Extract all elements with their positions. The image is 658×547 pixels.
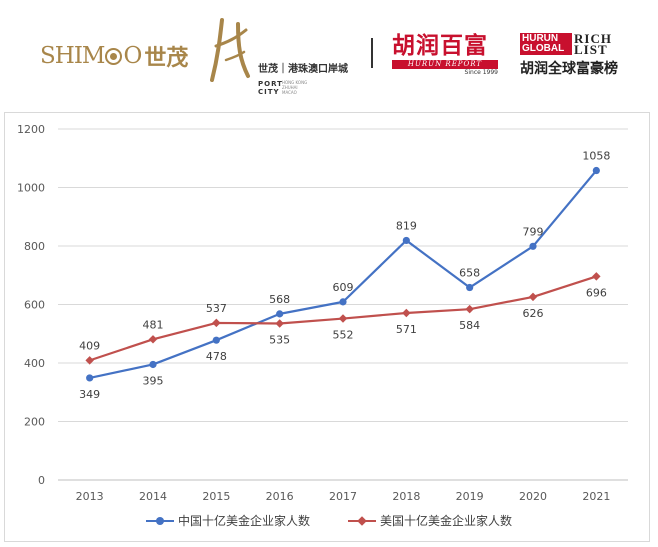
hurun-global-text: HURUN GLOBAL — [522, 33, 565, 54]
series-line-china — [89, 169, 598, 379]
data-label-china: 478 — [206, 350, 227, 363]
x-tick-label: 2017 — [329, 490, 357, 503]
x-tick-label: 2015 — [202, 490, 230, 503]
y-tick-label: 1000 — [17, 182, 45, 195]
port-city-english-name: PORT CITY — [258, 80, 283, 96]
hurun-since: Since 1999 — [464, 69, 498, 76]
data-point-china — [276, 310, 284, 318]
chart-legend: 中国十亿美金企业家人数 美国十亿美金企业家人数 — [0, 512, 658, 529]
data-label-us: 626 — [523, 307, 544, 320]
hurun-global-rich-list-logo: HURUN GLOBAL RICH LIST 胡润全球富豪榜 — [520, 31, 624, 77]
x-tick-label: 2016 — [266, 490, 294, 503]
port-city-subtitle: HONG KONG ZHUHAI MACAO — [282, 80, 308, 95]
x-tick-label: 2020 — [519, 490, 547, 503]
data-point-china — [212, 336, 220, 344]
data-label-china: 349 — [79, 388, 100, 401]
data-point-us — [148, 335, 158, 344]
y-tick-label: 800 — [24, 240, 45, 253]
shimao-circle-icon — [105, 47, 123, 65]
port-city-chinese-name: 世茂｜港珠澳口岸城 — [258, 64, 348, 75]
data-label-us: 535 — [269, 334, 290, 347]
data-point-us — [338, 314, 348, 323]
data-point-china — [86, 374, 94, 382]
data-label-china: 1058 — [582, 150, 610, 163]
x-tick-label: 2019 — [456, 490, 484, 503]
data-label-us: 537 — [206, 302, 227, 315]
rich-list-text: RICH LIST — [574, 31, 612, 57]
y-tick-label: 1200 — [17, 123, 45, 136]
data-label-us: 584 — [459, 319, 480, 332]
data-label-china: 658 — [459, 267, 480, 280]
logo-banner: SHIM O 世茂 世茂｜港珠澳口岸城 PORT CITY HONG KONG … — [0, 0, 658, 100]
data-label-us: 696 — [586, 286, 607, 299]
chart-frame — [4, 112, 650, 542]
data-point-us — [275, 319, 284, 328]
data-label-us: 409 — [79, 339, 100, 352]
data-label-china: 395 — [143, 374, 164, 387]
legend-label-china: 中国十亿美金企业家人数 — [177, 514, 310, 528]
data-point-china — [592, 166, 600, 175]
data-label-china: 568 — [269, 293, 290, 306]
data-point-us — [592, 272, 601, 281]
legend-swatch-china — [145, 516, 174, 526]
data-point-china — [402, 236, 410, 245]
hurun-global-chinese-name: 胡润全球富豪榜 — [520, 61, 618, 77]
legend-label-us: 美国十亿美金企业家人数 — [380, 514, 513, 528]
x-tick-label: 2018 — [392, 490, 420, 503]
y-tick-label: 400 — [24, 357, 45, 370]
hurun-chinese-name: 胡润百富 — [392, 33, 488, 59]
logo-divider — [371, 38, 373, 68]
x-tick-label: 2021 — [582, 490, 610, 503]
x-tick-label: 2014 — [139, 490, 167, 503]
data-point-us — [528, 292, 538, 302]
data-point-us — [465, 304, 474, 314]
data-label-us: 552 — [333, 329, 354, 342]
shimao-wordmark-end: O — [123, 43, 142, 69]
port-city-brush-icon — [210, 18, 250, 82]
legend-item-china: 中国十亿美金企业家人数 — [145, 512, 310, 529]
data-point-china — [466, 283, 474, 292]
shimao-logo: SHIM O 世茂 — [40, 40, 188, 72]
hurun-report-bar: HURUN REPORT — [392, 60, 498, 69]
data-label-china: 799 — [523, 225, 544, 238]
data-point-us — [212, 318, 221, 328]
y-tick-label: 0 — [38, 474, 45, 487]
legend-item-us: 美国十亿美金企业家人数 — [348, 512, 512, 529]
y-tick-label: 200 — [24, 416, 45, 429]
legend-swatch-us — [348, 515, 376, 526]
data-label-china: 609 — [333, 281, 354, 294]
data-point-us — [85, 356, 94, 365]
data-label-us: 481 — [143, 318, 164, 331]
data-point-china — [529, 242, 537, 250]
port-city-logo: 世茂｜港珠澳口岸城 PORT CITY HONG KONG ZHUHAI MAC… — [208, 16, 358, 96]
y-tick-label: 600 — [24, 299, 45, 312]
data-point-us — [402, 308, 411, 318]
hurun-report-logo: 胡润百富 HURUN REPORT Since 1999 — [392, 33, 498, 77]
data-label-china: 819 — [396, 219, 417, 232]
data-point-china — [149, 360, 157, 369]
data-point-china — [339, 298, 347, 306]
shimao-chinese-name: 世茂 — [144, 45, 189, 71]
shimao-wordmark: SHIM — [40, 43, 105, 69]
data-label-us: 571 — [396, 323, 417, 336]
x-tick-label: 2013 — [76, 490, 104, 503]
hurun-global-box: HURUN GLOBAL — [520, 33, 572, 55]
